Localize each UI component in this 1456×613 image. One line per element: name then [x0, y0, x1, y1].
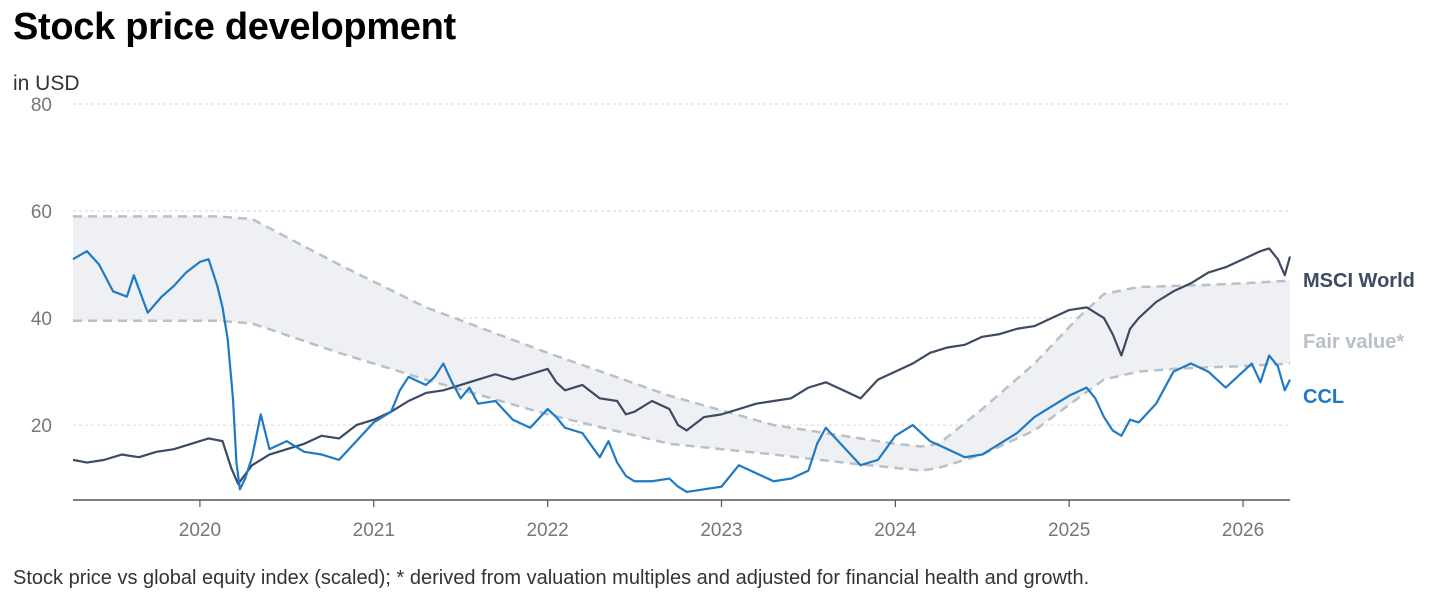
footnote: Stock price vs global equity index (scal… [13, 567, 1090, 589]
series-lines [72, 247, 1292, 494]
y-tick-label: 40 [31, 309, 52, 330]
x-tick-label: 2022 [526, 520, 568, 541]
ccl-line [72, 250, 1291, 494]
x-tick-label: 2023 [700, 520, 742, 541]
chart-subtitle: in USD [13, 72, 80, 95]
msci-world-label: MSCI World [1303, 270, 1415, 292]
stock-chart: 20 40 60 80 2020 2021 2022 2023 2024 2025 2026 MS… [31, 95, 1415, 541]
x-axis-ticks: 2020 2021 2022 2023 2024 2025 2026 [179, 500, 1264, 541]
fair-value-upper-line [73, 215, 1291, 448]
fair-value-band [73, 215, 1291, 472]
chart-title: Stock price development [13, 6, 456, 48]
y-axis-ticks: 20 40 60 80 [31, 95, 52, 437]
x-tick-label: 2024 [874, 520, 917, 541]
x-tick-label: 2026 [1222, 520, 1264, 541]
x-tick-label: 2025 [1048, 520, 1090, 541]
x-tick-label: 2020 [179, 520, 221, 541]
y-tick-label: 80 [31, 95, 52, 116]
y-tick-label: 60 [31, 202, 52, 223]
y-tick-label: 20 [31, 416, 52, 437]
fair-value-area [73, 216, 1290, 471]
fair-value-label: Fair value* [1303, 331, 1404, 353]
x-tick-label: 2021 [353, 520, 395, 541]
ccl-label: CCL [1303, 386, 1344, 408]
series-labels: MSCI World Fair value* CCL [1303, 270, 1415, 408]
msci-line [72, 247, 1292, 486]
fair-value-lower-line [73, 319, 1291, 472]
